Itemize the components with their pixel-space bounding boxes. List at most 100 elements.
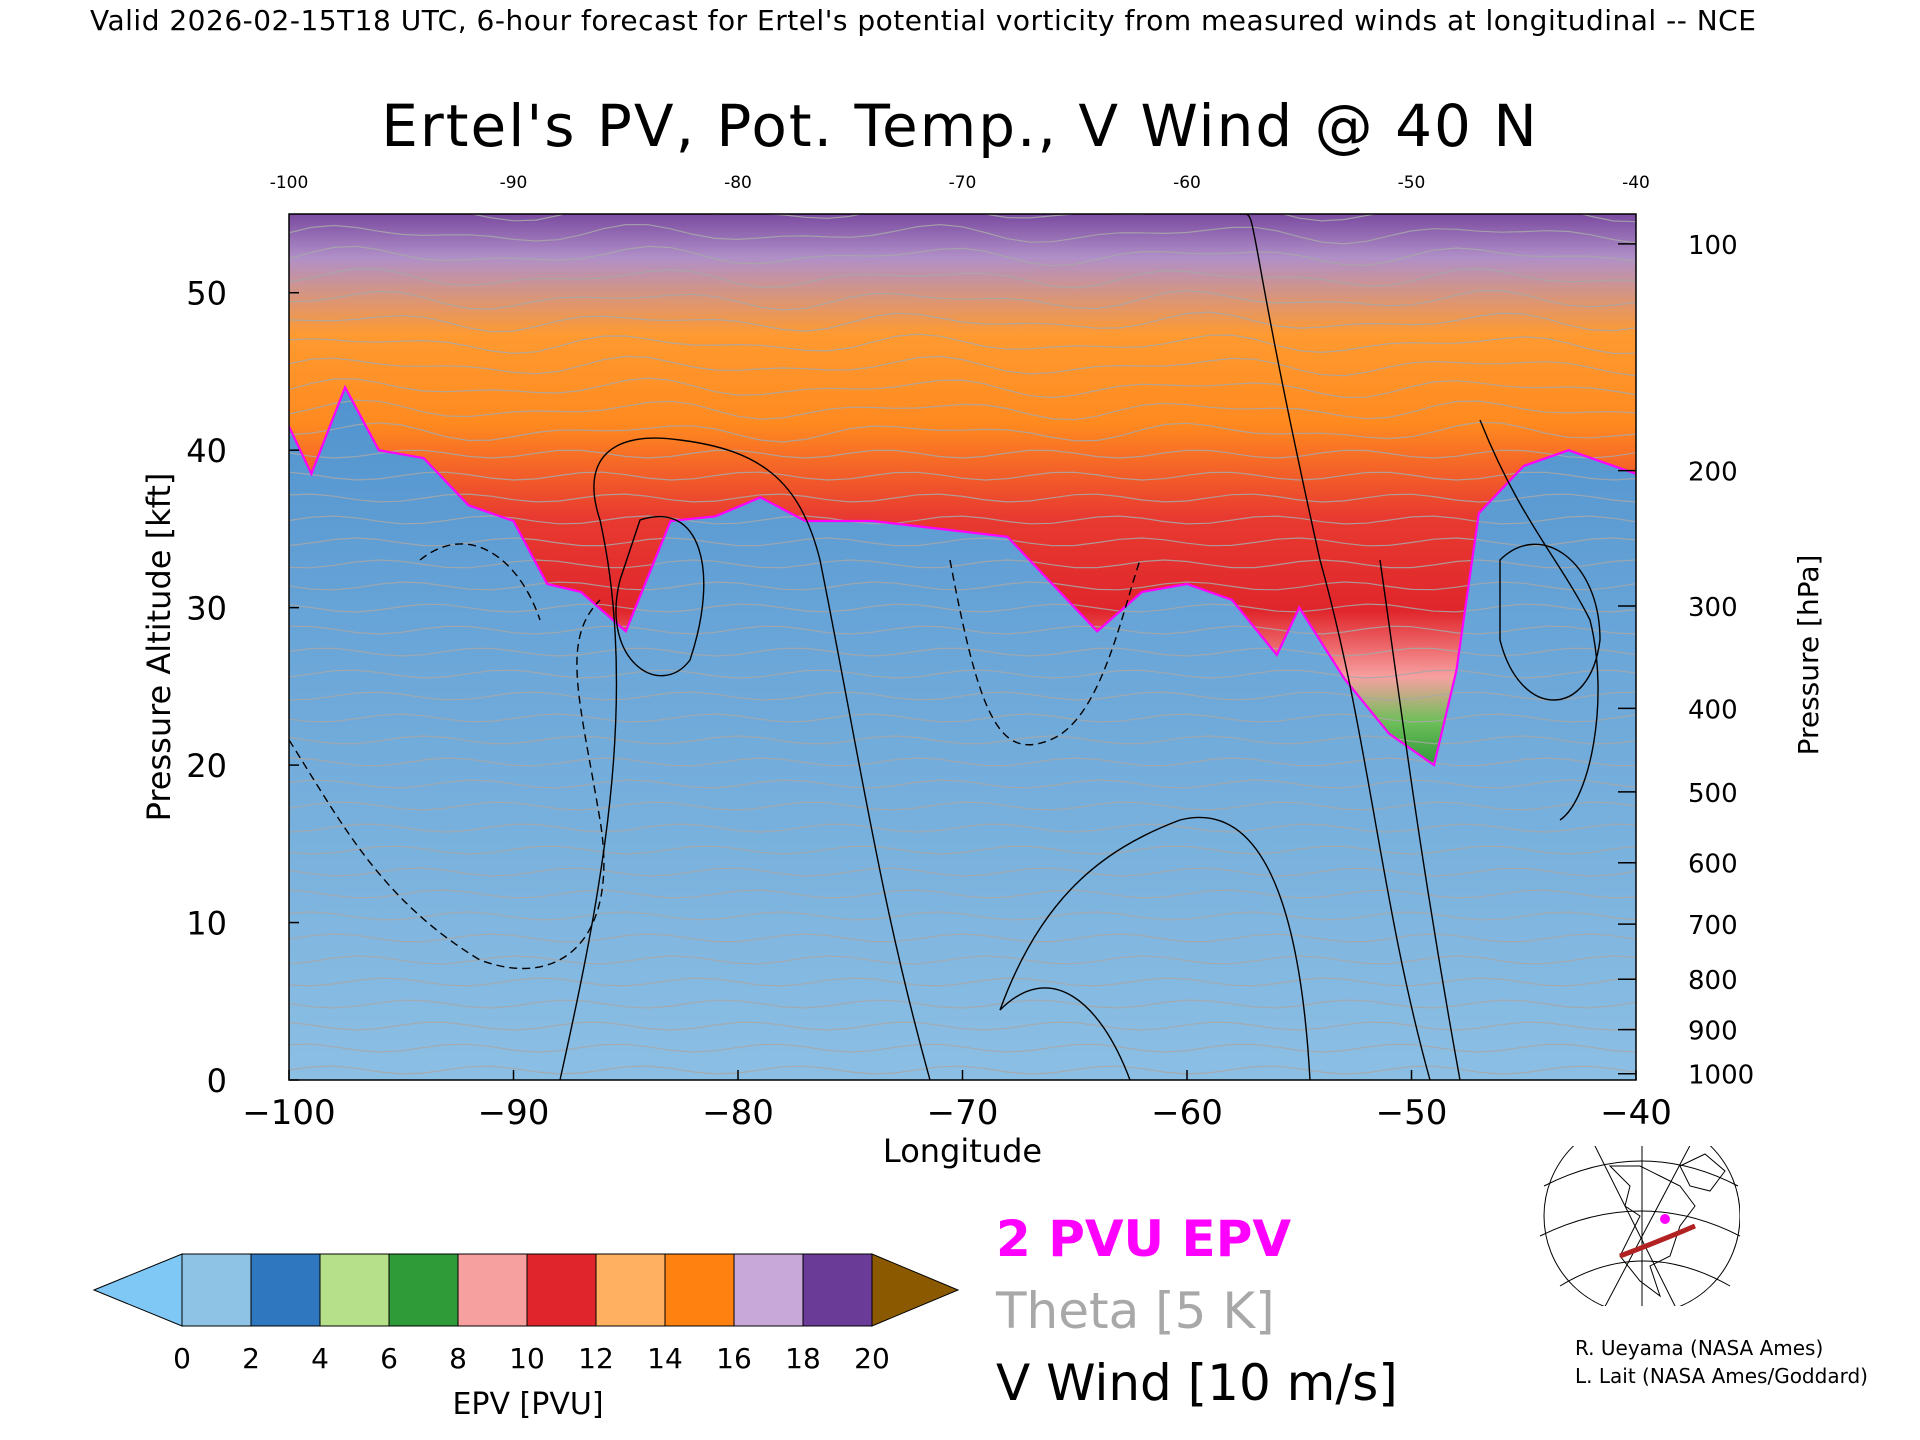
x-tick-label: −70 — [927, 1093, 999, 1133]
locator-map-globe — [1543, 1146, 1740, 1306]
pressure-tick-label: 700 — [1688, 911, 1738, 941]
x-tick-label: −100 — [242, 1093, 335, 1133]
theta-contour — [289, 603, 1636, 613]
colorbar-swatch — [733, 1253, 804, 1327]
pressure-tick-label: 100 — [1688, 231, 1738, 261]
theta-contour — [289, 537, 1636, 547]
x-tick-label: −60 — [1151, 1093, 1223, 1133]
pressure-tick-label: 500 — [1688, 779, 1738, 809]
colorbar-tick-label: 4 — [311, 1342, 329, 1375]
colorbar-label: EPV [PVU] — [452, 1387, 603, 1422]
colorbar-tick-label: 8 — [449, 1342, 467, 1375]
colorbar-swatch — [595, 1253, 666, 1327]
colorbar-swatch — [319, 1253, 390, 1327]
colorbar-under-arrow — [92, 1253, 183, 1327]
pressure-tick-label: 800 — [1688, 966, 1738, 996]
theta-contour — [289, 515, 1636, 525]
colorbar-tick-label: 0 — [173, 1342, 191, 1375]
y-tick-label: 10 — [186, 905, 227, 943]
locator-map-parallel — [1539, 1210, 1740, 1237]
theta-contour — [289, 801, 1636, 811]
theta-contour — [289, 955, 1636, 965]
tropopause-2pvu-line — [289, 384, 1636, 767]
wind-contour-dashed — [289, 599, 605, 970]
locator-map-greenland — [1679, 1153, 1726, 1192]
colorbar-tick-label: 14 — [647, 1342, 683, 1375]
legend-vwind: V Wind [10 m/s] — [996, 1354, 1398, 1412]
colorbar-tick-label: 6 — [380, 1342, 398, 1375]
theta-contour — [289, 377, 1636, 399]
y-axis-label: Pressure Altitude [kft] — [140, 473, 178, 822]
theta-contour — [289, 911, 1636, 921]
locator-map-meridian — [1604, 1146, 1691, 1306]
locator-map-parallel — [1559, 1260, 1731, 1287]
colorbar-tick-label: 12 — [578, 1342, 614, 1375]
wind-contour — [1499, 543, 1601, 701]
colorbar-over-arrow — [871, 1253, 960, 1327]
theta-contour — [289, 933, 1636, 943]
wind-contour-dashed — [949, 559, 1141, 746]
y-tick-label: 0 — [207, 1062, 227, 1100]
x-top-tick-label: -90 — [500, 173, 528, 193]
theta-contour — [289, 333, 1636, 355]
stratosphere-fill — [289, 214, 1636, 766]
theta-contour — [289, 267, 1636, 289]
theta-contour — [289, 977, 1636, 987]
theta-contour — [289, 1043, 1636, 1053]
theta-contour — [289, 399, 1636, 421]
theta-contour — [289, 889, 1636, 899]
legend-2pvu: 2 PVU EPV — [996, 1210, 1292, 1268]
x-axis-label: Longitude — [883, 1132, 1042, 1170]
theta-contour — [289, 223, 1636, 245]
locator-marker — [1660, 1214, 1670, 1224]
x-tick-label: −50 — [1376, 1093, 1448, 1133]
colorbar-swatch — [664, 1253, 735, 1327]
theta-contour — [289, 867, 1636, 877]
pressure-tick-label: 600 — [1688, 850, 1738, 880]
theta-contour — [289, 559, 1636, 569]
colorbar: 0 2 4 6 8 10 12 14 16 18 20 EPV [PVU] — [92, 1253, 960, 1422]
colorbar-tick-label: 16 — [716, 1342, 752, 1375]
wind-contours — [289, 214, 1601, 1080]
colorbar-tick-label: 18 — [785, 1342, 821, 1375]
locator-map — [1530, 1146, 1740, 1306]
theta-contour — [289, 691, 1636, 701]
y-tick-label: 50 — [186, 275, 227, 313]
x-top-tick-label: -80 — [724, 173, 752, 193]
colorbar-swatch — [526, 1253, 597, 1327]
x-top-tick-label: -100 — [270, 173, 309, 193]
locator-map-parallel — [1543, 1160, 1739, 1187]
colorbar-swatch — [181, 1253, 252, 1327]
theta-contour — [289, 647, 1636, 657]
theta-contour — [289, 245, 1636, 267]
theta-contour — [289, 713, 1636, 723]
chart-title: Ertel's PV, Pot. Temp., V Wind @ 40 N — [381, 92, 1539, 160]
y2-axis-label: Pressure [hPa] — [1792, 555, 1825, 756]
theta-contour — [289, 669, 1636, 679]
colorbar-swatch — [388, 1253, 459, 1327]
theta-contour — [289, 625, 1636, 635]
wind-contour — [615, 515, 705, 677]
forecast-header: Valid 2026-02-15T18 UTC, 6-hour forecast… — [90, 4, 1757, 37]
credit-line: R. Ueyama (NASA Ames) — [1575, 1336, 1824, 1360]
theta-contour — [289, 845, 1636, 855]
theta-contour — [289, 421, 1636, 443]
x-top-tick-label: -70 — [949, 173, 977, 193]
pressure-tick-label: 400 — [1688, 695, 1738, 725]
x-tick-label: −90 — [478, 1093, 550, 1133]
theta-contour — [289, 1065, 1636, 1075]
x-tick-label: −80 — [702, 1093, 774, 1133]
y-tick-label: 20 — [186, 747, 227, 785]
wind-contour — [1479, 419, 1599, 821]
pressure-tick-label: 900 — [1688, 1017, 1738, 1047]
theta-contour — [289, 449, 1636, 459]
x-tick-label: −40 — [1600, 1093, 1672, 1133]
pressure-tick-label: 200 — [1688, 458, 1738, 488]
credit-line: L. Lait (NASA Ames/Goddard) — [1575, 1364, 1868, 1388]
theta-contour — [289, 493, 1636, 503]
colorbar-swatch — [250, 1253, 321, 1327]
wind-contour — [1240, 214, 1431, 1080]
theta-contour — [289, 355, 1636, 377]
colorbar-tick-label: 20 — [854, 1342, 890, 1375]
